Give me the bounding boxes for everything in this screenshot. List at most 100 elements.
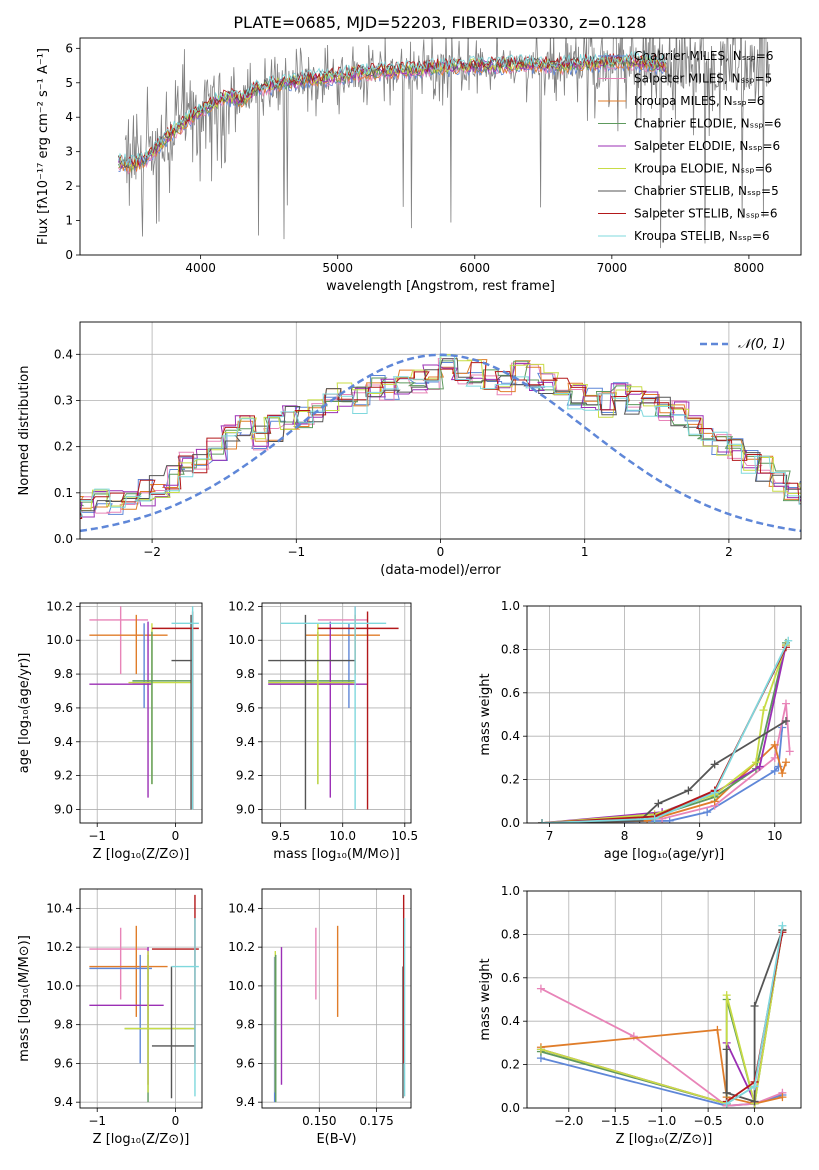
plot-area — [273, 894, 406, 1103]
grid — [80, 889, 202, 1108]
axes-frame — [79, 321, 802, 540]
tick-label-y: 0.4 — [54, 347, 73, 361]
panel-massweight-vs-Z: −2.0 −1.5 −1.0 −0.5 0.0 0.0 0.2 0.4 0.6 0.8 1.0 Z [… — [478, 884, 802, 1147]
normal-curve — [80, 353, 801, 533]
weight-marker — [710, 788, 719, 797]
tick-label-y: 4 — [65, 110, 73, 124]
tick-label-x: −1.0 — [647, 1114, 676, 1128]
tick-label-y: 10.2 — [46, 599, 73, 613]
legend-label: Salpeter MILES, Nₛₛₚ=5 — [634, 72, 772, 86]
tick-label-x: 1 — [581, 545, 589, 559]
tick-label-y: 1.0 — [501, 599, 520, 613]
histogram-salpeter-miles — [80, 358, 801, 514]
weight-marker — [536, 1045, 545, 1054]
tick-label-y: 10.0 — [228, 979, 255, 993]
weight-line-salpeter-miles — [541, 703, 791, 823]
tick-label-y: 2 — [65, 179, 73, 193]
legend-label: Chabrier STELIB, Nₛₛₚ=5 — [634, 184, 779, 198]
tick-label-y: 9.0 — [54, 802, 73, 816]
tick-label-y: 9.4 — [236, 1095, 255, 1109]
tick-label-x: 10 — [767, 829, 782, 843]
tick-label-x: 0.0 — [745, 1114, 764, 1128]
tick-label-x: −2.0 — [554, 1114, 583, 1128]
y-axis-label: mass weight — [478, 673, 493, 755]
plot-area — [538, 636, 794, 823]
y-axis-label: mass [log₁₀(M/M⊙)] — [17, 935, 32, 1062]
legend-label: Chabrier MILES, Nₛₛₚ=6 — [634, 49, 774, 63]
tick-label-y: 0.4 — [501, 1014, 520, 1028]
tick-label-x: −2 — [143, 545, 161, 559]
spectrum-legend: Chabrier MILES, Nₛₛₚ=6 Salpeter MILES, Nₛ… — [598, 49, 781, 243]
weight-marker — [536, 984, 545, 993]
weight-line-chabrier-elodie — [541, 642, 787, 823]
tick-label-x: 10.0 — [329, 829, 356, 843]
weight-line-kroupa-elodie — [541, 644, 787, 823]
weight-marker — [759, 706, 768, 715]
plot-area — [80, 353, 801, 533]
tick-label-x: 9 — [696, 829, 704, 843]
y-axis-label: Flux [fλ10⁻¹⁷ erg cm⁻² s⁻¹ A⁻¹] — [36, 48, 51, 245]
x-axis-label: E(B-V) — [316, 1132, 356, 1147]
panel-mass-vs-EBV: 0.150 0.175 9.4 9.6 9.8 10.0 10.2 10.4 E(B-V) — [228, 888, 412, 1147]
tick-label-y: 0.1 — [54, 486, 73, 500]
tick-label-y: 10.2 — [46, 940, 73, 954]
tick-label-y: 9.6 — [54, 1056, 73, 1070]
weight-marker — [722, 1099, 731, 1108]
grid — [262, 889, 411, 1108]
histogram-kroupa-stelib — [80, 355, 801, 517]
plot-area — [89, 894, 199, 1103]
tick-label-y: 6 — [65, 41, 73, 55]
tick-label-y: 0 — [65, 248, 73, 262]
tick-label-x: 0.150 — [302, 1114, 336, 1128]
tick-label-x: 0 — [172, 829, 180, 843]
plot-area — [118, 38, 770, 249]
tick-label-x: 0 — [172, 1114, 180, 1128]
tick-label-y: 9.8 — [236, 667, 255, 681]
tick-label-x: 8 — [621, 829, 629, 843]
tick-label-y: 9.8 — [236, 1018, 255, 1032]
axes-frame — [261, 888, 412, 1109]
tick-label-y: 10.4 — [228, 901, 255, 915]
weight-marker — [750, 1097, 759, 1106]
tick-label-y: 1.0 — [501, 884, 520, 898]
tick-label-x: 6000 — [459, 261, 490, 275]
tick-label-x: 7000 — [597, 261, 628, 275]
tick-label-y: 9.6 — [236, 1056, 255, 1070]
weight-marker — [684, 786, 693, 795]
plot-area — [268, 606, 399, 810]
weight-marker — [770, 766, 779, 775]
grid — [262, 603, 411, 823]
weight-marker — [654, 799, 663, 808]
axes-frame — [261, 602, 412, 824]
tick-label-x: −0.5 — [694, 1114, 723, 1128]
y-axis-label: age [log₁₀(age/yr)] — [17, 653, 32, 774]
x-axis-label: (data-model)/error — [380, 563, 501, 578]
model-spectrum-salpeter-elodie — [118, 55, 667, 170]
weight-marker — [751, 758, 760, 767]
tick-label-y: 10.2 — [228, 599, 255, 613]
tick-label-y: 0.0 — [54, 532, 73, 546]
legend-label: Kroupa ELODIE, Nₛₛₚ=6 — [634, 162, 772, 176]
weight-marker — [781, 717, 790, 726]
weight-marker — [781, 699, 790, 708]
plot-area — [89, 606, 199, 810]
weight-marker — [778, 921, 787, 930]
histogram-salpeter-stelib — [80, 362, 801, 519]
tick-label-y: 10.0 — [228, 633, 255, 647]
grid — [527, 605, 801, 824]
tick-label-y: 3 — [65, 145, 73, 159]
observed-spectrum-line — [124, 38, 770, 249]
tick-label-y: 10.0 — [46, 979, 73, 993]
weight-marker — [713, 1025, 722, 1034]
tick-label-x: −1.5 — [601, 1114, 630, 1128]
weight-marker — [785, 747, 794, 756]
tick-label-x: −1 — [287, 545, 305, 559]
y-axis-label: mass weight — [478, 958, 493, 1040]
tick-label-y: 0.2 — [54, 440, 73, 454]
x-axis-label: Z [log₁₀(Z/Z⊙)] — [93, 847, 190, 862]
histogram-salpeter-elodie — [80, 363, 801, 518]
legend-label: Chabrier ELODIE, Nₛₛₚ=6 — [634, 117, 781, 131]
tick-label-y: 0.6 — [501, 686, 520, 700]
tick-label-y: 9.6 — [54, 701, 73, 715]
